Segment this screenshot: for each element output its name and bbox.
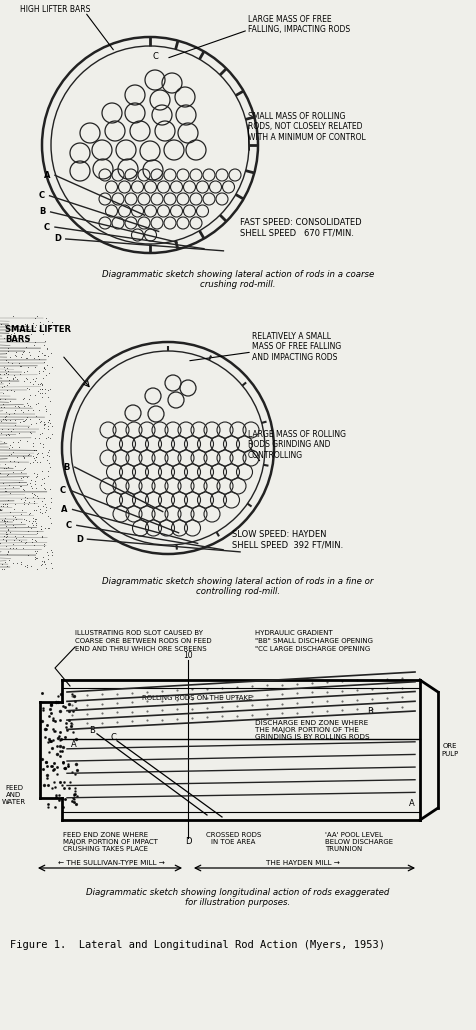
Text: HYDRAULIC GRADIENT: HYDRAULIC GRADIENT (255, 630, 332, 636)
Text: SLOW SPEED: HAYDEN
SHELL SPEED  392 FT/MIN.: SLOW SPEED: HAYDEN SHELL SPEED 392 FT/MI… (231, 530, 343, 549)
Text: RELATIVELY A SMALL
MASS OF FREE FALLING
AND IMPACTING RODS: RELATIVELY A SMALL MASS OF FREE FALLING … (251, 332, 340, 362)
Text: C: C (152, 52, 158, 61)
Text: A: A (408, 799, 414, 808)
Text: THE HAYDEN MILL →: THE HAYDEN MILL → (266, 860, 339, 866)
Text: A: A (71, 740, 77, 749)
Text: CROSSED RODS
IN TOE AREA: CROSSED RODS IN TOE AREA (206, 832, 261, 845)
Text: ROLLING RODS ON THE UPTAKE: ROLLING RODS ON THE UPTAKE (142, 695, 252, 701)
Text: ORE
PULP: ORE PULP (440, 744, 457, 756)
Text: END AND THRU WHICH ORE SCREENS: END AND THRU WHICH ORE SCREENS (75, 646, 206, 652)
Text: A: A (44, 171, 50, 180)
Text: B: B (367, 708, 372, 717)
Text: HIGH LIFTER BARS: HIGH LIFTER BARS (20, 5, 90, 14)
Text: FAST SPEED: CONSOLIDATED
SHELL SPEED   670 FT/MIN.: FAST SPEED: CONSOLIDATED SHELL SPEED 670… (239, 218, 361, 237)
Text: C: C (44, 222, 50, 232)
Text: C: C (110, 733, 116, 743)
Text: Diagrammatic sketch showing longitudinal action of rods exaggerated
for illustra: Diagrammatic sketch showing longitudinal… (86, 888, 389, 907)
Text: ILLUSTRATING ROD SLOT CAUSED BY: ILLUSTRATING ROD SLOT CAUSED BY (75, 630, 203, 636)
Text: D: D (76, 535, 83, 544)
Text: 10: 10 (183, 652, 192, 660)
Text: DISCHARGE END ZONE WHERE
THE MAJOR PORTION OF THE
GRINDING IS BY ROLLING RODS: DISCHARGE END ZONE WHERE THE MAJOR PORTI… (255, 720, 369, 740)
Text: D: D (184, 837, 191, 847)
Text: D: D (54, 235, 61, 243)
Text: B: B (40, 207, 46, 216)
Text: FEED END ZONE WHERE
MAJOR PORTION OF IMPACT
CRUSHING TAKES PLACE: FEED END ZONE WHERE MAJOR PORTION OF IMP… (63, 832, 158, 852)
Text: "BB" SMALL DISCHARGE OPENING: "BB" SMALL DISCHARGE OPENING (255, 638, 372, 644)
Text: B: B (63, 462, 70, 472)
Text: ← THE SULLIVAN-TYPE MILL →: ← THE SULLIVAN-TYPE MILL → (58, 860, 165, 866)
Text: 'AA' POOL LEVEL
BELOW DISCHARGE
TRUNNION: 'AA' POOL LEVEL BELOW DISCHARGE TRUNNION (324, 832, 392, 852)
Text: Figure 1.  Lateral and Longitudinal Rod Action (Myers, 1953): Figure 1. Lateral and Longitudinal Rod A… (10, 940, 384, 950)
Text: FEED
AND
WATER: FEED AND WATER (2, 785, 26, 805)
Text: SMALL LIFTER
BARS: SMALL LIFTER BARS (5, 325, 71, 344)
Text: "CC LARGE DISCHARGE OPENING: "CC LARGE DISCHARGE OPENING (255, 646, 369, 652)
Text: C: C (39, 192, 45, 200)
Text: C: C (60, 486, 65, 494)
Text: LARGE MASS OF ROLLING
RODS GRINDING AND
CONTROLLING: LARGE MASS OF ROLLING RODS GRINDING AND … (248, 430, 345, 459)
Text: Diagrammatic sketch showing lateral action of rods in a coarse
crushing rod-mill: Diagrammatic sketch showing lateral acti… (102, 270, 373, 289)
Text: LARGE MASS OF FREE
FALLING, IMPACTING RODS: LARGE MASS OF FREE FALLING, IMPACTING RO… (248, 15, 349, 34)
Text: Diagrammatic sketch showing lateral action of rods in a fine or
controlling rod-: Diagrammatic sketch showing lateral acti… (102, 577, 373, 596)
Text: SMALL MASS OF ROLLING
RODS, NOT CLOSELY RELATED
WITH A MINIMUM OF CONTROL: SMALL MASS OF ROLLING RODS, NOT CLOSELY … (248, 112, 365, 142)
Text: B: B (89, 726, 95, 735)
Text: C: C (66, 521, 72, 529)
Text: COARSE ORE BETWEEN RODS ON FEED: COARSE ORE BETWEEN RODS ON FEED (75, 638, 211, 644)
Text: A: A (61, 505, 68, 514)
